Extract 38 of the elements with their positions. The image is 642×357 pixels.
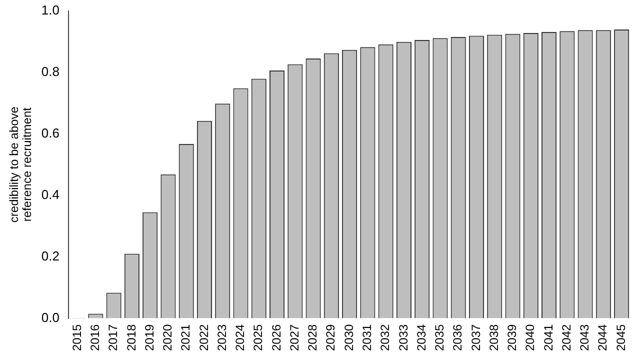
x-tick-label: 2041 — [541, 324, 556, 352]
x-tick-label: 2023 — [214, 324, 229, 352]
x-tick-label: 2019 — [142, 324, 156, 352]
x-tick-label: 2032 — [378, 324, 392, 352]
x-tick-label: 2026 — [269, 324, 284, 352]
x-tick-label: 2031 — [360, 324, 374, 352]
x-tick-label: 2018 — [124, 324, 138, 352]
x-tick-label: 2038 — [486, 324, 501, 352]
x-tick-label: 2022 — [196, 324, 211, 352]
x-tick-label: 2021 — [178, 324, 193, 352]
x-tick-label: 2029 — [324, 324, 338, 352]
y-tick-label: 0.2 — [41, 248, 60, 264]
y-tick-label: 0.8 — [41, 64, 60, 79]
x-tick-label: 2027 — [287, 324, 302, 352]
x-tick-label: 2017 — [106, 324, 120, 352]
x-tick-label: 2028 — [306, 324, 320, 352]
x-tick-label: 2024 — [233, 324, 248, 352]
y-axis-title: credibility to be above reference recruitment — [6, 106, 34, 223]
y-tick-label: 1.0 — [41, 2, 60, 18]
y-tick-label: 0.4 — [41, 186, 60, 202]
x-tick-label: 2020 — [160, 324, 175, 352]
x-tick-label: 2034 — [414, 324, 428, 352]
x-tick-label: 2015 — [70, 324, 84, 352]
x-tick-label: 2037 — [468, 324, 483, 352]
x-tick-label: 2035 — [432, 324, 447, 352]
x-tick-label: 2042 — [559, 324, 574, 352]
x-tick-label: 2016 — [88, 324, 102, 352]
x-tick-label: 2045 — [614, 324, 628, 352]
x-tick-label: 2036 — [450, 324, 465, 352]
x-tick-label: 2025 — [251, 324, 266, 352]
x-tick-label: 2044 — [596, 324, 610, 352]
x-tick-label: 2039 — [505, 324, 520, 352]
y-tick-label: 0.6 — [41, 125, 60, 140]
x-tick-label: 2040 — [523, 324, 538, 352]
y-tick-label: 0.0 — [41, 310, 60, 325]
x-tick-label: 2043 — [578, 324, 592, 352]
x-tick-label: 2030 — [342, 324, 356, 352]
x-tick-label: 2033 — [396, 324, 410, 352]
